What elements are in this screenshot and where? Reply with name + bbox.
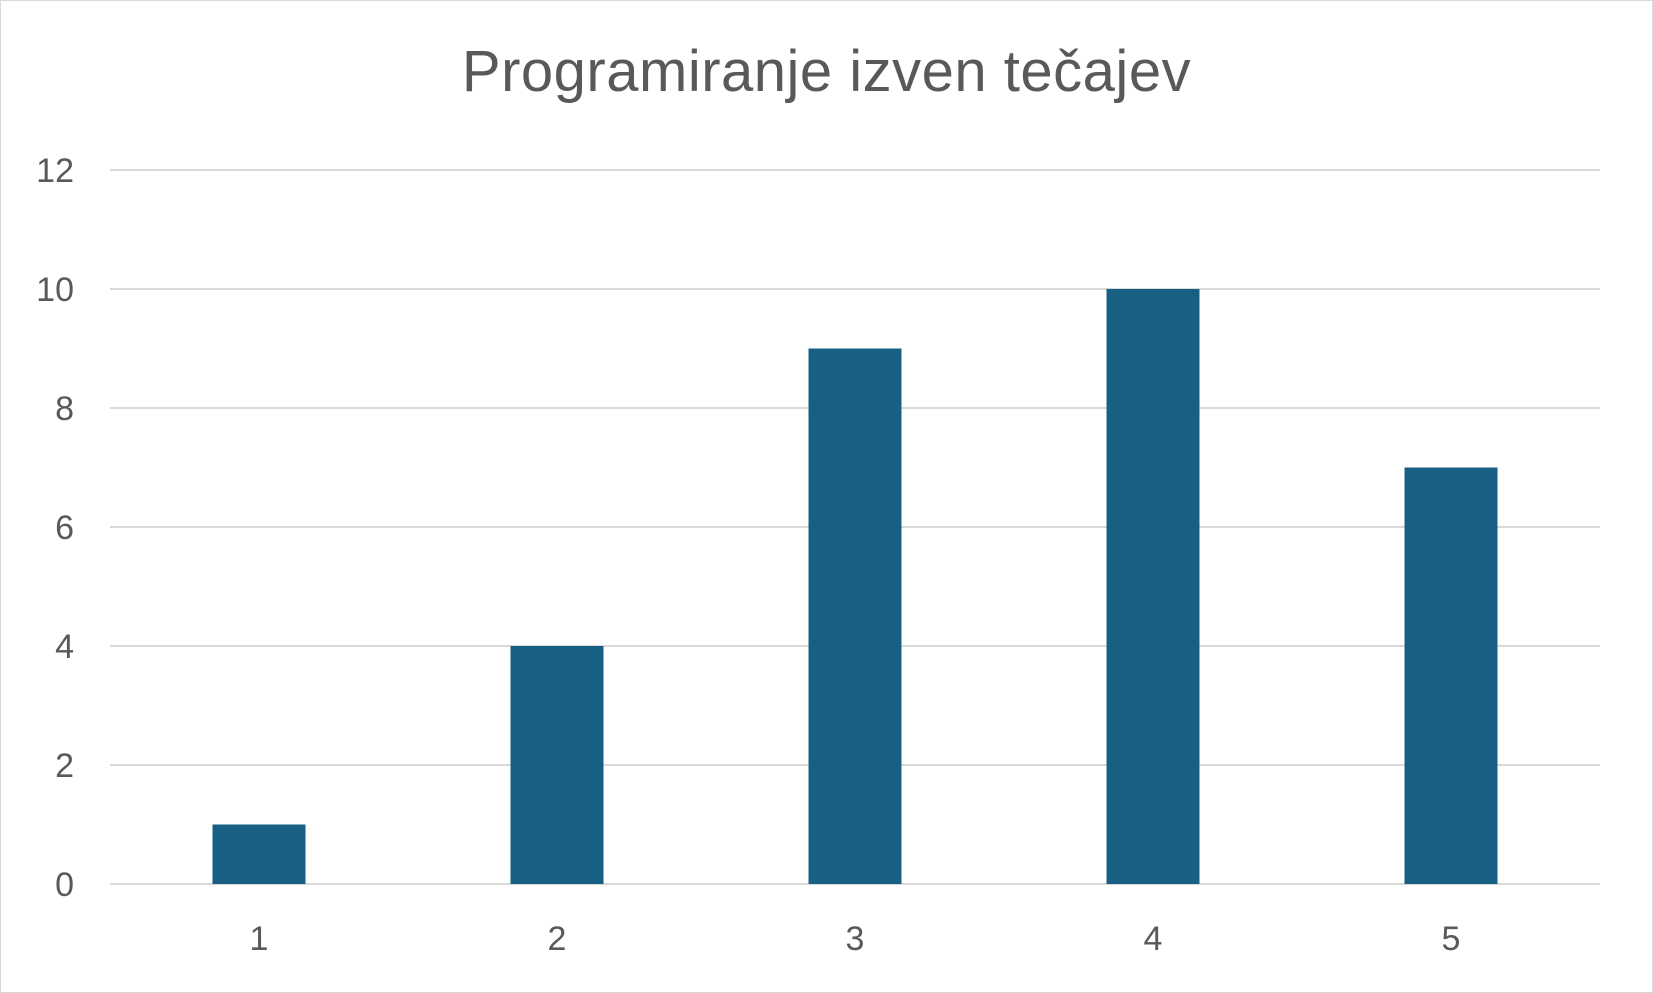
- bar-3: [808, 348, 902, 884]
- y-tick-label-2: 2: [55, 747, 74, 785]
- chart-title: Programiranje izven tečajev: [461, 39, 1192, 104]
- bar-5: [1404, 467, 1498, 884]
- y-tick-label-10: 10: [36, 271, 74, 309]
- x-tick-label-1: 1: [250, 920, 269, 958]
- x-tick-label-4: 4: [1144, 920, 1163, 958]
- y-tick-label-4: 4: [55, 628, 74, 666]
- y-tick-label-6: 6: [55, 509, 74, 547]
- x-tick-label-5: 5: [1442, 920, 1461, 958]
- bar-4: [1106, 289, 1200, 884]
- x-tick-label-3: 3: [846, 920, 865, 958]
- bar-2: [510, 646, 604, 884]
- y-tick-label-8: 8: [55, 390, 74, 428]
- bar-1: [212, 824, 306, 884]
- y-tick-label-12: 12: [36, 152, 74, 190]
- x-tick-label-2: 2: [548, 920, 567, 958]
- y-tick-label-0: 0: [55, 866, 74, 904]
